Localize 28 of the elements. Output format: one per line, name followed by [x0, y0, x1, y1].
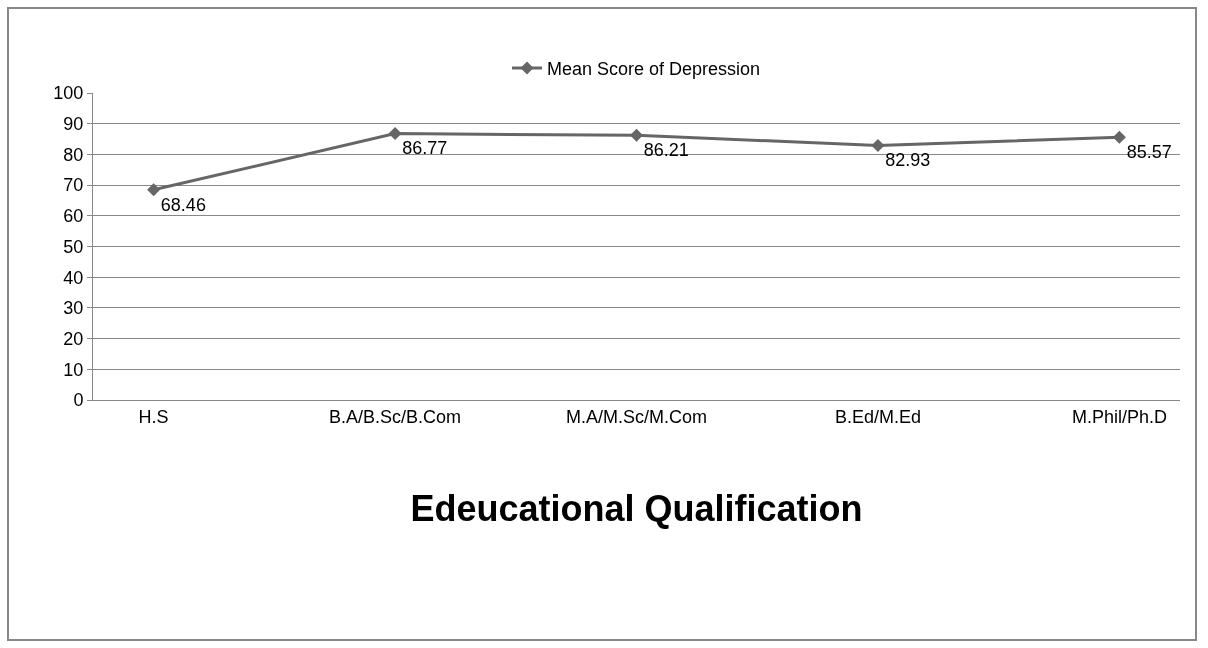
x-tick-label: B.A/B.Sc/B.Com: [329, 406, 462, 427]
legend-label: Mean Score of Depression: [547, 59, 761, 80]
y-tick-label: 60: [63, 206, 84, 227]
x-tick-label: M.Phil/Ph.D: [1071, 406, 1167, 427]
y-tick-label: 70: [63, 175, 84, 196]
y-tick-label: 90: [63, 114, 84, 134]
x-tick-label: B.Ed/M.Ed: [834, 406, 921, 427]
x-tick-label: H.S: [138, 406, 169, 427]
data-label: 82.93: [885, 150, 931, 171]
x-axis-title: Edeucational Qualification: [410, 488, 863, 530]
y-tick-label: 40: [63, 267, 84, 288]
point: [630, 128, 643, 142]
y-tick-label: 20: [63, 328, 84, 349]
y-tick-label: 100: [53, 83, 84, 104]
point: [1112, 130, 1126, 144]
data-label: 85.57: [1126, 142, 1172, 163]
y-tick-label: 30: [63, 298, 84, 319]
y-tick-label: 80: [63, 144, 84, 165]
x-tick-label: M.A/M.Sc/M.Com: [565, 406, 708, 427]
data-label: 86.21: [643, 140, 689, 161]
y-tick-label: 10: [63, 359, 84, 380]
data-label: 68.46: [160, 194, 206, 215]
y-tick-label: 0: [73, 390, 84, 411]
y-tick-label: 50: [63, 236, 84, 257]
point: [147, 183, 161, 197]
point: [871, 138, 885, 152]
data-label: 86.77: [402, 138, 448, 159]
point: [388, 127, 402, 141]
